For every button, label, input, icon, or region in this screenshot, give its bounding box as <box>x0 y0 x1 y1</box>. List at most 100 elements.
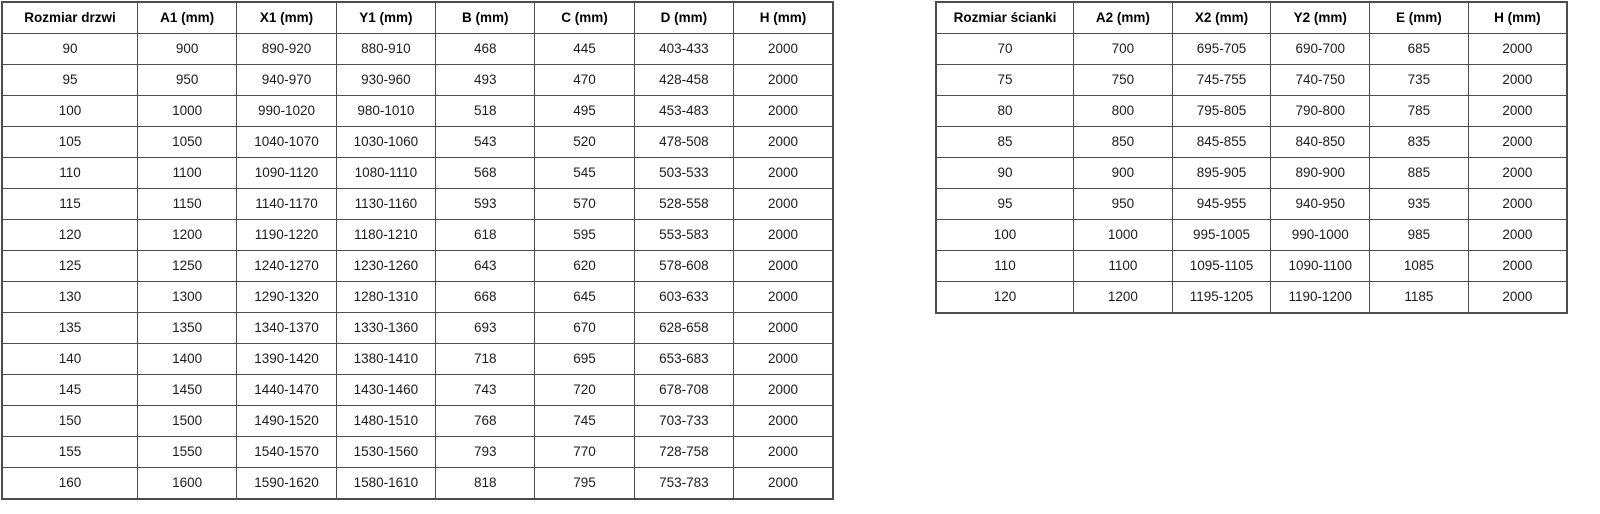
table-cell: 745-755 <box>1171 64 1272 96</box>
header-cell: Rozmiar drzwi <box>1 1 138 34</box>
table-cell: 2000 <box>733 157 834 189</box>
table-cell: 1090-1120 <box>236 157 337 189</box>
table-cell: 1100 <box>136 157 238 189</box>
table-cell: 2000 <box>733 312 834 344</box>
table-cell: 1340-1370 <box>236 312 337 344</box>
table-cell: 578-608 <box>633 250 735 282</box>
table-cell: 445 <box>534 33 635 65</box>
table-cell: 735 <box>1369 64 1469 96</box>
header-cell: A2 (mm) <box>1073 1 1173 34</box>
table-cell: 503-533 <box>633 157 735 189</box>
table-cell: 428-458 <box>633 64 735 96</box>
table-row: 75 750 745-755 740-750 735 2000 <box>935 64 1568 96</box>
table-cell: 1480-1510 <box>335 405 437 437</box>
table-cell: 2000 <box>1467 33 1568 65</box>
table-cell: 1130-1160 <box>335 188 437 220</box>
table-cell: 693 <box>435 312 536 344</box>
table-cell: 880-910 <box>335 33 437 65</box>
table-cell: 95 <box>935 188 1074 220</box>
table-cell: 850 <box>1073 126 1173 158</box>
table-row: 70 700 695-705 690-700 685 2000 <box>935 33 1568 65</box>
table-cell: 900 <box>136 33 238 65</box>
header-cell: Rozmiar ścianki <box>935 1 1074 34</box>
table-cell: 795-805 <box>1171 95 1272 127</box>
table-cell: 2000 <box>1467 250 1568 282</box>
table-cell: 1330-1360 <box>335 312 437 344</box>
table-cell: 75 <box>935 64 1074 96</box>
table-cell: 750 <box>1073 64 1173 96</box>
table-cell: 835 <box>1369 126 1469 158</box>
table-cell: 1090-1100 <box>1270 250 1371 282</box>
table-cell: 120 <box>935 281 1074 314</box>
table-cell: 1185 <box>1369 281 1469 314</box>
header-cell: Y1 (mm) <box>335 1 437 34</box>
table-cell: 745 <box>534 405 635 437</box>
table-cell: 1380-1410 <box>335 343 437 375</box>
header-cell: X2 (mm) <box>1171 1 1272 34</box>
table-cell: 2000 <box>733 219 834 251</box>
table-cell: 2000 <box>733 436 834 468</box>
table-row: 95 950 945-955 940-950 935 2000 <box>935 188 1568 220</box>
table-cell: 950 <box>1073 188 1173 220</box>
table-cell: 768 <box>435 405 536 437</box>
table-cell: 603-633 <box>633 281 735 313</box>
table-cell: 2000 <box>1467 95 1568 127</box>
table-cell: 740-750 <box>1270 64 1371 96</box>
table-cell: 628-658 <box>633 312 735 344</box>
table-cell: 2000 <box>1467 281 1568 314</box>
table-cell: 793 <box>435 436 536 468</box>
table-cell: 453-483 <box>633 95 735 127</box>
table-cell: 2000 <box>733 250 834 282</box>
door-size-table-header: Rozmiar drzwi A1 (mm) X1 (mm) Y1 (mm) B (mm)… <box>1 1 834 34</box>
table-cell: 90 <box>935 157 1074 189</box>
table-cell: 495 <box>534 95 635 127</box>
table-cell: 890-920 <box>236 33 337 65</box>
table-cell: 753-783 <box>633 467 735 500</box>
header-cell: C (mm) <box>534 1 635 34</box>
table-cell: 528-558 <box>633 188 735 220</box>
table-cell: 1240-1270 <box>236 250 337 282</box>
table-row: 90 900 890-920 880-910 468 445 403-433 2000 <box>1 33 834 65</box>
table-cell: 135 <box>1 312 138 344</box>
table-cell: 1190-1200 <box>1270 281 1371 314</box>
table-cell: 695 <box>534 343 635 375</box>
table-cell: 2000 <box>733 33 834 65</box>
table-cell: 593 <box>435 188 536 220</box>
table-cell: 2000 <box>733 188 834 220</box>
table-cell: 1300 <box>136 281 238 313</box>
table-cell: 493 <box>435 64 536 96</box>
wall-panel-size-table: Rozmiar ścianki A2 (mm) X2 (mm) Y2 (mm) E (m… <box>935 1 1568 314</box>
door-size-table-body: 90 900 890-920 880-910 468 445 403-433 2000 95 95… <box>1 33 834 500</box>
table-row: 120 1200 1195-1205 1190-1200 1185 2000 <box>935 281 1568 314</box>
table-cell: 1100 <box>1073 250 1173 282</box>
table-cell: 980-1010 <box>335 95 437 127</box>
header-cell: E (mm) <box>1369 1 1469 34</box>
table-row: 150 1500 1490-1520 1480-1510 768 745 703-733 20… <box>1 405 834 437</box>
table-cell: 930-960 <box>335 64 437 96</box>
header-cell: B (mm) <box>435 1 536 34</box>
wall-panel-size-table-body: 70 700 695-705 690-700 685 2000 75 750 745-755 74… <box>935 33 1568 314</box>
wall-panel-size-table-header: Rozmiar ścianki A2 (mm) X2 (mm) Y2 (mm) E (m… <box>935 1 1568 34</box>
table-cell: 818 <box>435 467 536 500</box>
table-cell: 795 <box>534 467 635 500</box>
table-cell: 940-970 <box>236 64 337 96</box>
table-cell: 1230-1260 <box>335 250 437 282</box>
table-cell: 945-955 <box>1171 188 1272 220</box>
door-size-table: Rozmiar drzwi A1 (mm) X1 (mm) Y1 (mm) B (mm)… <box>1 1 834 500</box>
table-cell: 1140-1170 <box>236 188 337 220</box>
table-cell: 990-1000 <box>1270 219 1371 251</box>
table-cell: 653-683 <box>633 343 735 375</box>
table-row: 110 1100 1095-1105 1090-1100 1085 2000 <box>935 250 1568 282</box>
table-cell: 1250 <box>136 250 238 282</box>
table-cell: 690-700 <box>1270 33 1371 65</box>
table-cell: 718 <box>435 343 536 375</box>
table-cell: 403-433 <box>633 33 735 65</box>
table-cell: 990-1020 <box>236 95 337 127</box>
table-cell: 543 <box>435 126 536 158</box>
table-cell: 1050 <box>136 126 238 158</box>
table-cell: 2000 <box>733 343 834 375</box>
header-cell: D (mm) <box>633 1 735 34</box>
table-row: 80 800 795-805 790-800 785 2000 <box>935 95 1568 127</box>
table-cell: 2000 <box>1467 64 1568 96</box>
table-cell: 2000 <box>733 281 834 313</box>
